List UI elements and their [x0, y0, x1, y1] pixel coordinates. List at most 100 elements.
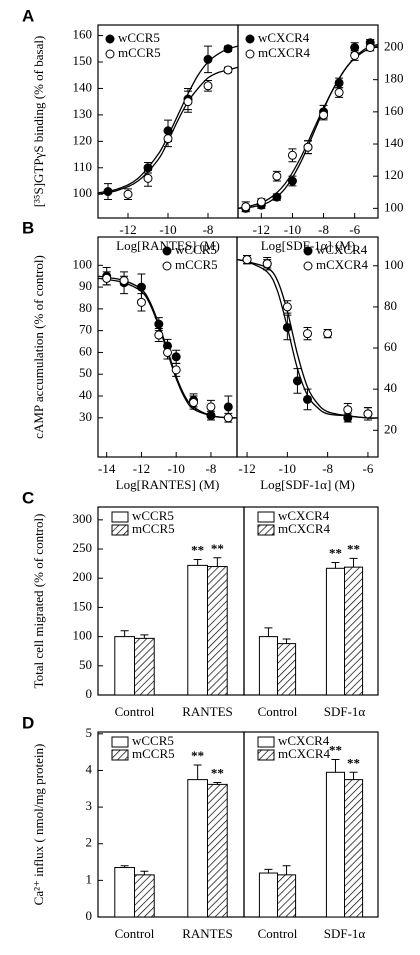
- data-point: [282, 302, 292, 312]
- bar: [134, 637, 155, 696]
- error-bar: [140, 870, 149, 875]
- data-point: [256, 197, 266, 207]
- x-axis-label: Log[SDF-1α] (M): [260, 477, 355, 492]
- x-tick-label: -10: [279, 461, 296, 476]
- error-bar: [193, 764, 202, 780]
- legend-label: wCXCR4: [316, 242, 368, 257]
- significance-mark: **: [329, 742, 342, 757]
- data-point: [223, 44, 233, 54]
- error-bar: [120, 865, 129, 868]
- y-tick-label: 150: [73, 53, 93, 68]
- subplot: Control SDF-1α**wCXCR4**mCXCR4: [243, 506, 379, 719]
- bar: [325, 567, 346, 696]
- legend-label: mCCR5: [132, 746, 175, 761]
- panel-letter: C: [22, 488, 34, 507]
- fit-curve: [237, 45, 379, 209]
- bar: [277, 643, 297, 696]
- x-tick-label: Control: [258, 704, 298, 719]
- data-point: [119, 276, 129, 286]
- x-tick-label: SDF-1α: [324, 926, 366, 941]
- error-bar: [140, 634, 149, 639]
- data-point: [203, 54, 213, 64]
- legend-marker: [105, 34, 115, 44]
- data-point: [102, 273, 112, 283]
- legend-label: wCCR5: [132, 733, 174, 748]
- panel-letter: A: [22, 6, 34, 25]
- data-point: [136, 297, 146, 307]
- plot-frame: [243, 731, 379, 918]
- x-axis-label: Log[RANTES] (M): [116, 238, 220, 253]
- data-point: [163, 134, 173, 144]
- legend-swatch: [111, 524, 129, 536]
- error-bar: [193, 559, 202, 566]
- legend-label: mCCR5: [118, 45, 161, 60]
- y-tick-label: 4: [86, 761, 93, 776]
- subplot: Control SDF-1α**wCXCR4**mCXCR4: [243, 731, 379, 941]
- fit-curve: [97, 45, 239, 194]
- error-bar: [120, 630, 129, 637]
- legend-label: mCXCR4: [278, 521, 331, 536]
- x-tick-label: -12: [133, 461, 150, 476]
- x-tick-label: -10: [168, 461, 185, 476]
- legend-label: wCXCR4: [278, 508, 330, 523]
- x-tick-label: -12: [119, 222, 136, 237]
- data-point: [262, 259, 272, 269]
- fit-curve: [237, 43, 379, 209]
- y-tick-label: 160: [73, 27, 93, 42]
- legend-label: mCXCR4: [278, 746, 331, 761]
- y2-tick-label: 60: [384, 339, 397, 354]
- y-tick-label: 250: [73, 540, 93, 555]
- y-tick-label: 200: [73, 569, 93, 584]
- legend-swatch: [111, 749, 129, 761]
- y2-tick-label: 40: [384, 380, 397, 395]
- subplot: D Ca²⁺ influx ( nmol/mg protein) 0 1 2 3 4 5 Con…: [22, 713, 245, 941]
- legend-label: mCCR5: [132, 521, 175, 536]
- panel-letter: B: [22, 218, 34, 237]
- data-point: [287, 176, 297, 186]
- x-tick-label: -12: [238, 461, 255, 476]
- data-point: [272, 171, 282, 181]
- y-tick-label: 60: [79, 343, 92, 358]
- y2-tick-label: 160: [384, 103, 404, 118]
- subplot: C Total cell migrated (% of control) 0 50 10…: [22, 488, 245, 719]
- x-tick-label: -8: [318, 222, 329, 237]
- legend-marker: [245, 49, 255, 59]
- x-tick-label: SDF-1α: [324, 704, 366, 719]
- fit-curve: [97, 66, 239, 195]
- data-point: [183, 97, 193, 107]
- x-tick-label: -8: [203, 222, 214, 237]
- bar: [187, 564, 208, 696]
- subplot: 100 120 140 160 180 200 -12 -10 -8 -6Log[SDF-1α] …: [237, 24, 404, 253]
- legend-label: wCXCR4: [278, 733, 330, 748]
- x-tick-label: -10: [159, 222, 176, 237]
- data-point: [287, 150, 297, 160]
- error-bar: [213, 782, 222, 785]
- data-point: [303, 329, 312, 339]
- error-bar: [282, 638, 291, 644]
- y-tick-label: 140: [73, 79, 93, 94]
- y-axis-label: Total cell migrated (% of control): [31, 514, 46, 689]
- significance-mark: **: [211, 766, 224, 781]
- data-point: [303, 142, 313, 152]
- bar: [325, 771, 346, 918]
- y-tick-label: 100: [73, 628, 93, 643]
- x-tick-label: -6: [363, 461, 374, 476]
- legend-swatch: [111, 736, 129, 748]
- data-point: [365, 43, 375, 53]
- data-point: [189, 398, 199, 408]
- data-point: [241, 202, 251, 212]
- y-tick-label: 0: [86, 908, 93, 923]
- data-point: [163, 347, 172, 357]
- y-tick-label: 2: [86, 835, 93, 850]
- y-tick-label: 5: [86, 725, 93, 740]
- legend-swatch: [257, 524, 275, 536]
- y-axis-label: Ca²⁺ influx ( nmol/mg protein): [31, 744, 46, 906]
- bar: [258, 872, 279, 918]
- data-point: [171, 352, 181, 362]
- data-point: [223, 413, 233, 423]
- x-axis-label: Log[SDF-1α] (M): [261, 238, 356, 253]
- legend-swatch: [111, 511, 129, 523]
- error-bar: [331, 561, 340, 569]
- y-tick-label: 100: [73, 256, 93, 271]
